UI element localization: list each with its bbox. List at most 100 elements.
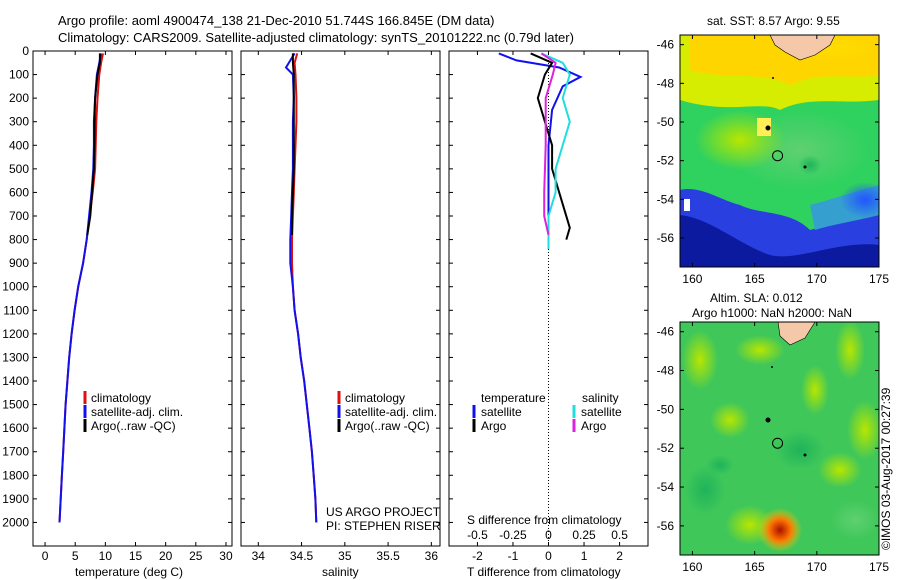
profile-line-temperature-satellite bbox=[498, 52, 583, 249]
lon-tick-label: 165 bbox=[745, 272, 765, 286]
depth-tick-label: 1700 bbox=[2, 445, 29, 459]
depth-tick-label: 200 bbox=[9, 91, 29, 105]
s-difference-tick-labels: -0.5 -0.25 0 0.25 0.5 bbox=[467, 528, 628, 542]
figure-title-line1: Argo profile: aoml 4900474_138 21-Dec-20… bbox=[58, 13, 495, 28]
x-tick-label: 30 bbox=[219, 549, 233, 563]
legend-label-s-satellite: satellite bbox=[581, 405, 622, 419]
depth-tick-label: 1500 bbox=[2, 398, 29, 412]
sla-heatmap bbox=[680, 322, 879, 555]
depth-tick-label: 800 bbox=[9, 233, 29, 247]
lat-tick-label: -54 bbox=[657, 192, 675, 206]
depth-tick-label: 300 bbox=[9, 115, 29, 129]
depth-tick-label: 1600 bbox=[2, 421, 29, 435]
sla-map-lat-axis: -46 -48 -50 -52 -54 -56 bbox=[657, 325, 879, 533]
project-credit: US ARGO PROJECT bbox=[326, 505, 441, 519]
depth-tick-label: 2000 bbox=[2, 515, 29, 529]
sst-heatmap bbox=[680, 35, 879, 267]
legend-label-argo: Argo(..raw -QC) bbox=[345, 419, 430, 433]
salinity-profile-lines bbox=[284, 52, 318, 523]
lat-tick-label: -56 bbox=[657, 231, 675, 245]
t-difference-x-axis: -2 -1 0 1 2 bbox=[449, 50, 648, 563]
s-difference-axis-label: S difference from climatology bbox=[467, 513, 622, 527]
legend-label-argo: Argo(..raw -QC) bbox=[91, 419, 176, 433]
legend-title-salinity: salinity bbox=[582, 391, 619, 405]
x-tick-label: 20 bbox=[159, 549, 173, 563]
s-difference-tick-label: 0.5 bbox=[611, 528, 628, 542]
sla-map-frame bbox=[679, 321, 880, 556]
sst-map-title: sat. SST: 8.57 Argo: 9.55 bbox=[707, 14, 840, 28]
legend-label-satellite: satellite-adj. clim. bbox=[345, 405, 437, 419]
profile-line-temperature-argo bbox=[530, 52, 571, 240]
x-tick-label: 0 bbox=[545, 549, 552, 563]
lon-tick-label: 175 bbox=[869, 272, 889, 286]
legend-title-temperature: temperature bbox=[481, 391, 546, 405]
difference-profile-lines bbox=[498, 52, 583, 249]
salinity-x-axis: 34 34.5 35 35.5 36 bbox=[241, 50, 440, 563]
x-tick-label: 25 bbox=[189, 549, 203, 563]
x-tick-label: 34 bbox=[252, 549, 266, 563]
depth-tick-label: 0 bbox=[22, 44, 29, 58]
sst-map-lon-axis: 160 165 170 175 bbox=[682, 35, 889, 286]
lat-tick-label: -50 bbox=[657, 402, 675, 416]
imos-stamp: ©IMOS 03-Aug-2017 00:27:39 bbox=[879, 387, 893, 550]
lat-tick-label: -50 bbox=[657, 115, 675, 129]
sla-map-lon-axis: 160 165 170 175 bbox=[682, 322, 889, 574]
temperature-x-axis: 0 5 10 15 20 25 30 bbox=[33, 50, 233, 563]
depth-tick-label: 1000 bbox=[2, 280, 29, 294]
sst-map-panel: sat. SST: 8.57 Argo: 9.55 bbox=[657, 14, 890, 286]
lon-tick-label: 170 bbox=[807, 272, 827, 286]
x-tick-label: 10 bbox=[99, 549, 113, 563]
x-tick-label: 34.5 bbox=[290, 549, 314, 563]
s-difference-tick-label: 0 bbox=[545, 528, 552, 542]
profile-location-marker bbox=[772, 437, 784, 449]
temperature-plot-frame bbox=[32, 50, 233, 547]
x-tick-label: 2 bbox=[616, 549, 623, 563]
profile-line-salinity-satellite bbox=[540, 52, 571, 249]
lat-tick-label: -52 bbox=[657, 441, 675, 455]
t-difference-axis-label: T difference from climatology bbox=[467, 565, 621, 579]
depth-tick-label: 1300 bbox=[2, 350, 29, 364]
x-tick-label: 35 bbox=[338, 549, 352, 563]
temperature-profile-lines bbox=[58, 53, 104, 523]
pi-credit: PI: STEPHEN RISER bbox=[326, 519, 441, 533]
lon-tick-label: 170 bbox=[807, 560, 827, 574]
depth-tick-label: 700 bbox=[9, 209, 29, 223]
s-difference-tick-label: -0.25 bbox=[499, 528, 527, 542]
sla-map-title: Altim. SLA: 0.012 bbox=[710, 291, 803, 305]
salinity-axis-label: salinity bbox=[322, 565, 359, 579]
depth-tick-label: 1100 bbox=[3, 303, 29, 317]
sst-map-lat-axis: -46 -48 -50 -52 -54 -56 bbox=[657, 38, 879, 245]
depth-tick-label: 900 bbox=[9, 256, 29, 270]
legend-label-climatology: climatology bbox=[91, 391, 151, 405]
depth-axis: 0 100 200 300 400 500 600 700 800 900 1000 1100 1200… bbox=[2, 44, 29, 529]
sla-map-subtitle: Argo h1000: NaN h2000: NaN bbox=[692, 306, 852, 320]
lat-tick-label: -54 bbox=[657, 480, 675, 494]
lat-tick-label: -46 bbox=[657, 38, 675, 52]
temperature-axis-label: temperature (deg C) bbox=[75, 565, 183, 579]
legend-label-s-argo: Argo bbox=[581, 419, 607, 433]
x-tick-label: -1 bbox=[508, 549, 519, 563]
depth-tick-label: 1200 bbox=[2, 327, 29, 341]
sst-map-frame bbox=[679, 34, 880, 268]
lon-tick-label: 160 bbox=[682, 272, 702, 286]
profile-line-argo-raw-qc bbox=[86, 53, 101, 236]
profile-line-salinity-argo bbox=[540, 52, 557, 236]
x-tick-label: 0 bbox=[42, 549, 49, 563]
temperature-panel: 0100200300400500600700800900100011001200… bbox=[2, 44, 233, 579]
depth-tick-label: 1900 bbox=[2, 492, 29, 506]
lon-tick-label: 165 bbox=[745, 560, 765, 574]
difference-panel: -2 -1 0 1 2 -0.5 -0.25 0 0.25 0.5 S difference f… bbox=[448, 50, 649, 579]
legend-label-climatology: climatology bbox=[345, 391, 405, 405]
s-difference-tick-label: 0.25 bbox=[572, 528, 596, 542]
x-tick-label: 15 bbox=[129, 549, 143, 563]
lat-tick-label: -56 bbox=[657, 519, 675, 533]
depth-tick-label: 500 bbox=[9, 162, 29, 176]
difference-legend: temperature salinity satellite Argo sate… bbox=[472, 391, 622, 433]
profile-line-argo-raw-qc bbox=[291, 53, 295, 235]
profile-location-marker bbox=[772, 150, 784, 162]
sla-map-panel: Altim. SLA: 0.012 Argo h1000: NaN h2000:… bbox=[657, 291, 890, 574]
lon-tick-label: 175 bbox=[869, 560, 889, 574]
legend-label-t-argo: Argo bbox=[481, 419, 507, 433]
